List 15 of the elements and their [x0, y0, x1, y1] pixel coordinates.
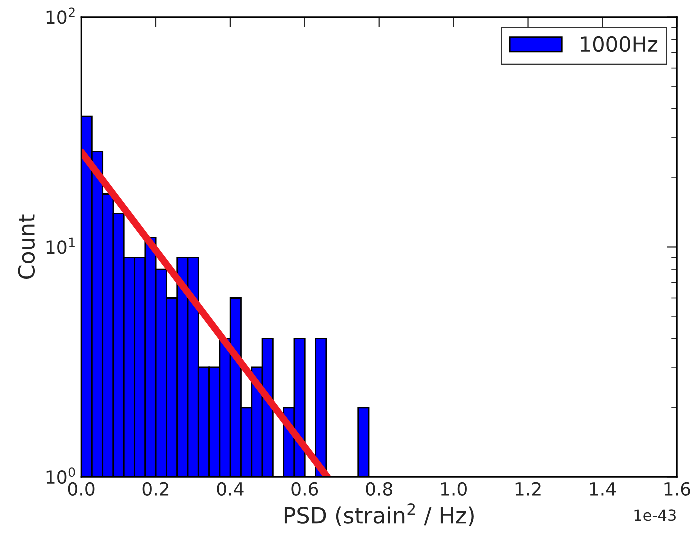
x-axis-title: PSD (strain$^{2}$ / Hz): [284, 504, 474, 527]
legend-label: 1000Hz: [581, 36, 658, 52]
x-tick-label: 1.2: [516, 482, 541, 496]
y-tick-label: 10$^{2}$: [46, 8, 75, 24]
x-tick-label: 0.0: [68, 482, 95, 496]
y-tick-label: 10$^{1}$: [46, 238, 75, 254]
x-tick-label: 0.2: [142, 482, 169, 496]
x-tick-label: 1.0: [441, 482, 467, 496]
x-tick-label: 0.6: [292, 482, 318, 496]
y-axis-title: Count: [18, 214, 36, 279]
x-tick-label: 0.8: [366, 482, 392, 496]
x-tick-label: 1.4: [590, 482, 616, 496]
x-tick-label: 1.6: [664, 482, 690, 496]
text: 1e-43: [634, 510, 676, 522]
x-tick-label: 0.4: [217, 482, 244, 496]
